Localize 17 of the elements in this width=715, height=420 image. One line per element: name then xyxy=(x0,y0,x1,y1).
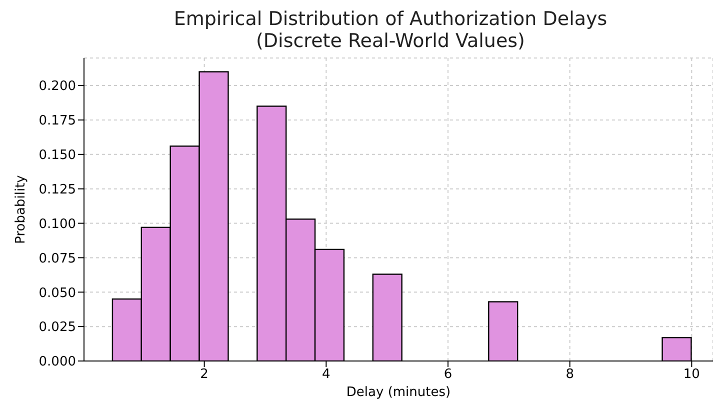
x-tick-label: 8 xyxy=(566,367,574,382)
y-tick-label: 0.050 xyxy=(38,286,76,301)
y-tick-label: 0.125 xyxy=(38,182,76,198)
y-tick-label: 0.000 xyxy=(38,354,76,370)
y-tick-label: 0.100 xyxy=(38,216,76,232)
y-tick-label: 0.025 xyxy=(38,320,76,336)
x-tick-label: 2 xyxy=(200,367,208,382)
x-tick-label: 6 xyxy=(444,367,452,382)
chart-title: Empirical Distribution of Authorization Delays (Discrete Real-World Values) xyxy=(172,8,608,52)
x-axis-title: Delay (minutes) xyxy=(345,385,452,400)
x-tick-label: 4 xyxy=(322,367,330,382)
y-axis-title: Probability xyxy=(14,174,29,244)
y-tick-label: 0.175 xyxy=(38,114,76,129)
x-tick-label: 10 xyxy=(683,367,700,382)
y-tick-label: 0.075 xyxy=(38,251,76,266)
y-tick-label: 0.200 xyxy=(38,79,76,94)
y-tick-label: 0.150 xyxy=(38,148,76,164)
